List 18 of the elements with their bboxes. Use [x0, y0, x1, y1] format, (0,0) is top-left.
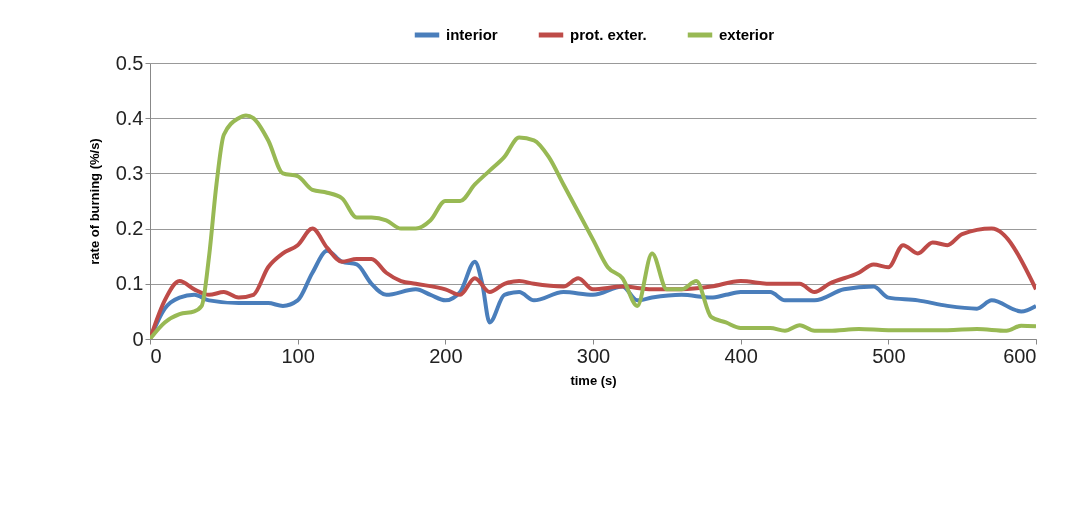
y-tick-label: 0.1 — [115, 272, 144, 295]
y-tick-label: 0.3 — [115, 161, 144, 184]
legend-label: interior — [446, 26, 498, 43]
x-tick-label: 200 — [429, 344, 463, 367]
y-tick-label: 0.4 — [115, 106, 144, 129]
x-tick-label: 600 — [1003, 344, 1037, 367]
y-tick-label: 0.5 — [115, 51, 144, 74]
x-axis-title: time (s) — [570, 372, 617, 388]
legend-label: exterior — [719, 26, 775, 43]
x-tick-label: 400 — [724, 344, 758, 367]
x-tick-label: 100 — [281, 344, 315, 367]
y-axis-title: rate of burning (%/s) — [86, 138, 102, 265]
x-tick-label: 0 — [150, 344, 162, 367]
y-tick-label: 0.2 — [115, 217, 144, 240]
legend-label: prot. exter. — [570, 26, 647, 43]
x-tick-label: 500 — [872, 344, 906, 367]
y-tick-label: 0 — [132, 327, 144, 350]
x-tick-label: 300 — [576, 344, 611, 367]
